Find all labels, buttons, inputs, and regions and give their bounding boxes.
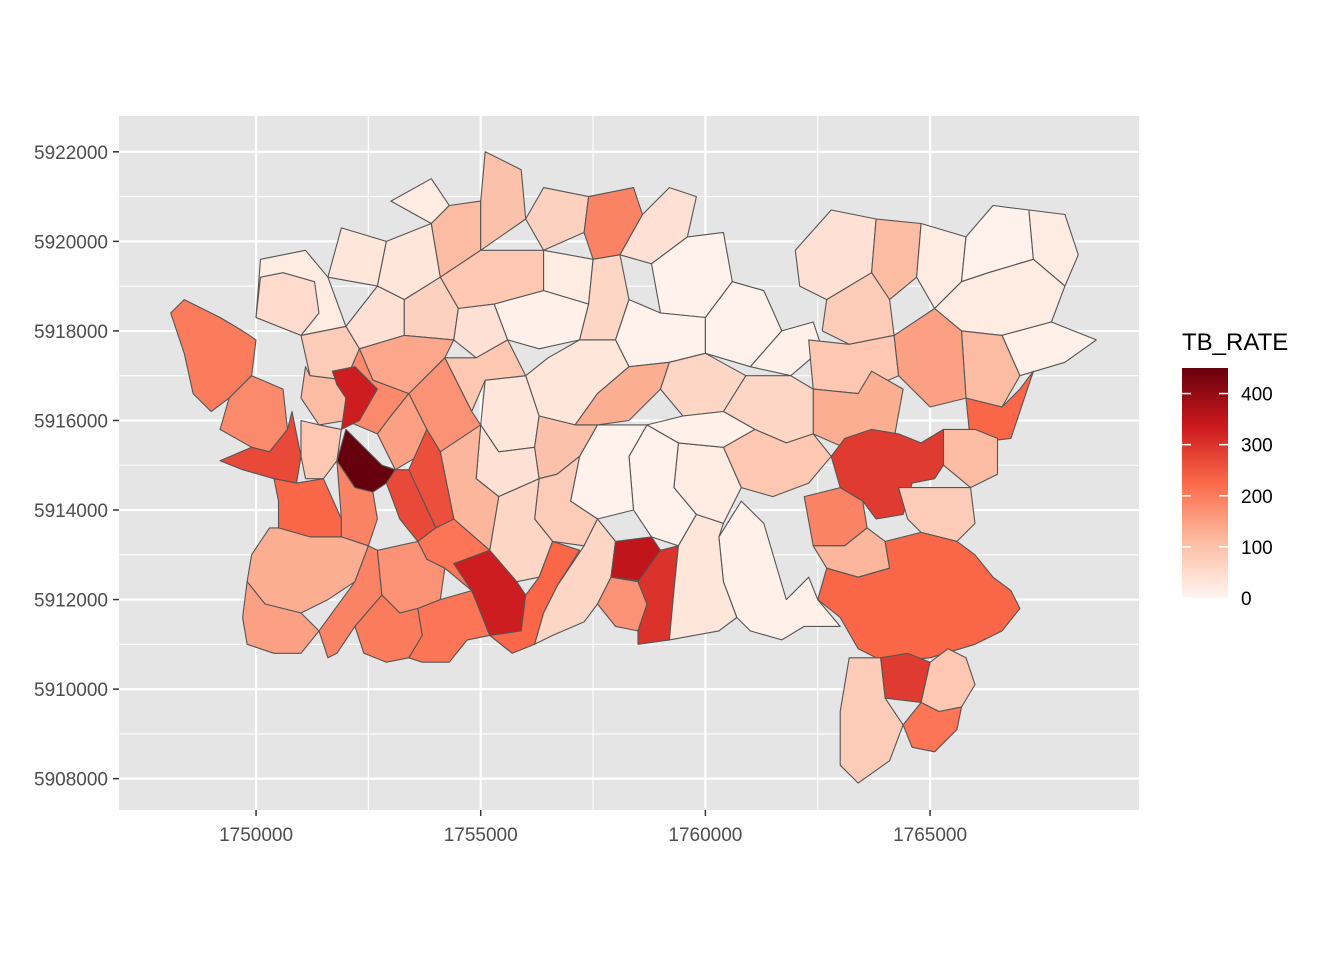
- x-axis: 1750000 1755000 1760000 1765000: [219, 810, 967, 846]
- y-tick-label: 5910000: [34, 680, 108, 701]
- area-unit: [336, 460, 378, 547]
- y-tick-label: 5922000: [34, 143, 108, 164]
- area-unit: [489, 540, 581, 654]
- area-unit: [408, 590, 491, 663]
- y-tick-label: 5920000: [34, 232, 108, 253]
- legend-label: 0: [1241, 589, 1252, 610]
- area-unit: [480, 151, 527, 251]
- legend-title: TB_RATE: [1182, 329, 1288, 356]
- y-tick-label: 5912000: [34, 591, 108, 612]
- legend-label: 400: [1241, 385, 1273, 406]
- area-unit: [749, 321, 823, 377]
- x-tick-label: 1755000: [444, 825, 518, 846]
- legend-label: 200: [1241, 487, 1273, 508]
- legend-label: 300: [1241, 436, 1273, 457]
- area-unit: [871, 218, 922, 301]
- area-unit: [839, 657, 904, 784]
- area-unit: [898, 487, 976, 542]
- legend-label: 100: [1241, 538, 1273, 559]
- area-unit: [718, 500, 841, 641]
- y-tick-label: 5914000: [34, 501, 108, 522]
- area-unit: [668, 513, 738, 641]
- y-axis: 5908000 5910000 5912000 5914000 5916000 59180…: [34, 143, 119, 791]
- x-tick-label: 1765000: [893, 825, 967, 846]
- area-unit: [817, 531, 1021, 663]
- area-unit: [722, 428, 832, 498]
- legend: TB_RATE 400 300 200 100 0: [1182, 329, 1288, 610]
- area-unit: [255, 272, 320, 336]
- y-tick-label: 5918000: [34, 322, 108, 343]
- area-unit: [331, 366, 378, 430]
- regions-layer: [170, 151, 1097, 784]
- legend-ticks: 400 300 200 100 0: [1182, 385, 1273, 610]
- y-tick-label: 5908000: [34, 770, 108, 791]
- area-unit: [646, 410, 756, 448]
- x-tick-label: 1760000: [668, 825, 742, 846]
- x-tick-label: 1750000: [219, 825, 293, 846]
- area-unit: [242, 581, 320, 654]
- area-unit: [219, 410, 302, 484]
- area-unit: [246, 527, 369, 614]
- area-unit: [893, 307, 967, 408]
- area-unit: [300, 419, 342, 480]
- legend-colorbar: [1182, 368, 1228, 598]
- area-unit: [902, 701, 963, 753]
- y-tick-label: 5916000: [34, 411, 108, 432]
